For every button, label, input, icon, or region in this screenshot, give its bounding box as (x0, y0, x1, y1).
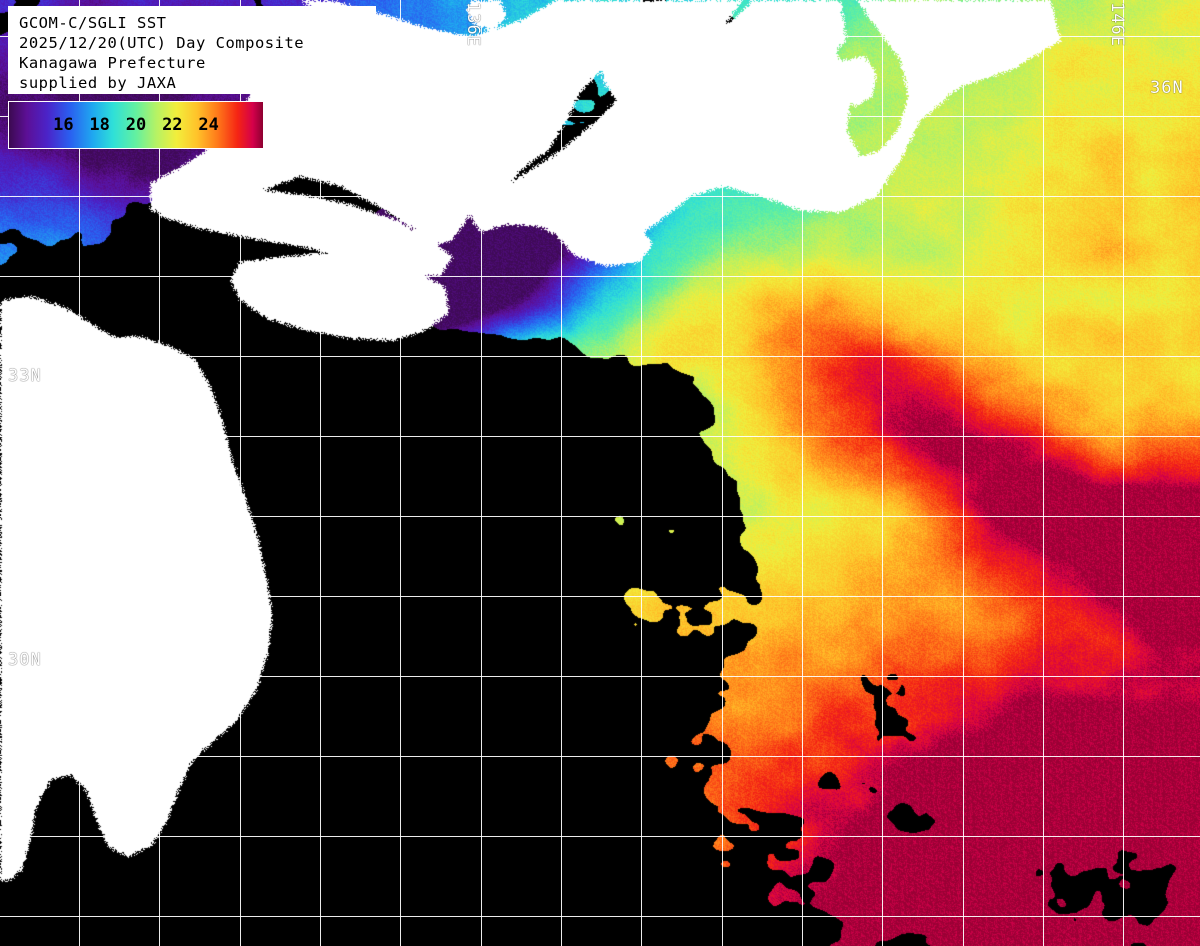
title-line-region: Kanagawa Prefecture (19, 54, 206, 72)
colorbar-tick-labels: 16 18 20 22 24 (9, 102, 263, 148)
graticule-label-30n: 30N (8, 650, 42, 670)
graticule-label-36n: 36N (1150, 78, 1184, 98)
colorbar-tick-20: 20 (125, 115, 147, 135)
graticule-label-146e: 146E (1107, 2, 1127, 47)
colorbar-gradient (9, 102, 263, 148)
colorbar-tick-24: 24 (198, 115, 219, 135)
title-line-provider: supplied by JAXA (19, 74, 177, 92)
colorbar-tick-16: 16 (53, 115, 74, 135)
graticule-label-33n: 33N (8, 366, 42, 386)
title-line-sensor: GCOM-C/SGLI SST (19, 14, 167, 32)
title-panel: GCOM-C/SGLI SST 2025/12/20(UTC) Day Comp… (8, 6, 376, 94)
title-line-date: 2025/12/20(UTC) Day Composite (19, 34, 305, 52)
sst-colorbar: 16 18 20 22 24 (8, 101, 264, 149)
colorbar-tick-22: 22 (162, 115, 183, 135)
graticule-label-136e: 136E (463, 2, 483, 47)
colorbar-tick-18: 18 (89, 115, 110, 135)
